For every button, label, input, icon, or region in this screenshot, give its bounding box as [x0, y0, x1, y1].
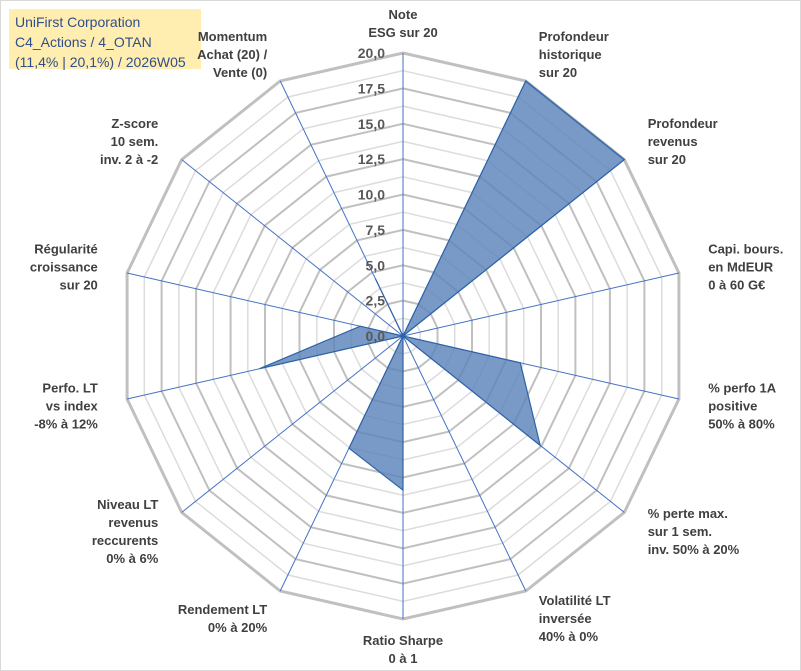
tick-label: 7,5	[366, 222, 386, 238]
tick-label: 12,5	[358, 151, 385, 167]
tick-label: 17,5	[358, 80, 385, 96]
radial-tick-labels: 0,0 2,5 5,0 7,5 10,0 12,5 15,0 17,5 20,0	[358, 45, 385, 344]
axis-spoke	[402, 272, 680, 337]
axis-label: % perte max. sur 1 sem. inv. 50% à 20%	[648, 506, 740, 557]
axis-label: % perfo 1A positive 50% à 80%	[708, 381, 777, 432]
axis-label: Perfo. LT vs index -8% à 12%	[34, 381, 98, 432]
axis-spoke	[126, 272, 404, 337]
axis-label: Volatilité LT inversée 40% à 0%	[539, 593, 611, 644]
tick-label: 0,0	[366, 328, 386, 344]
axis-label: Note ESG sur 20	[368, 7, 437, 40]
axis-label: Rendement LT 0% à 20%	[178, 602, 268, 635]
axis-label: Capi. bours. en MdEUR 0 à 60 G€	[708, 241, 783, 292]
axis-label: Niveau LT revenus reccurents 0% à 6%	[92, 497, 159, 566]
series-area	[259, 80, 626, 492]
axis-label: Ratio Sharpe 0 à 1	[363, 633, 443, 666]
axis-spoke	[402, 335, 527, 592]
tick-label: 15,0	[358, 116, 385, 132]
title-category: C4_Actions / 4_OTAN	[15, 34, 152, 50]
axis-spoke	[181, 335, 404, 513]
axis-label: Profondeur revenus sur 20	[648, 116, 718, 167]
axis-label: Z-score 10 sem. inv. 2 à -2	[100, 116, 158, 167]
chart-title-box: UniFirst Corporation C4_Actions / 4_OTAN…	[9, 9, 201, 70]
axis-label: Profondeur historique sur 20	[539, 29, 609, 80]
tick-label: 10,0	[358, 187, 385, 203]
title-stats: (11,4% | 20,1%) / 2026W05	[15, 54, 186, 70]
radar-series	[259, 80, 626, 492]
tick-label: 20,0	[358, 45, 385, 61]
axis-label: Régularité croissance sur 20	[30, 241, 98, 292]
axis-label: Momentum Achat (20) / Vente (0)	[197, 29, 267, 80]
title-company: UniFirst Corporation	[15, 14, 141, 30]
axis-spoke	[181, 159, 404, 337]
tick-label: 5,0	[366, 257, 386, 273]
tick-label: 2,5	[366, 293, 386, 309]
axis-labels: Note ESG sur 20 Profondeur historique sur 20…	[30, 7, 783, 666]
